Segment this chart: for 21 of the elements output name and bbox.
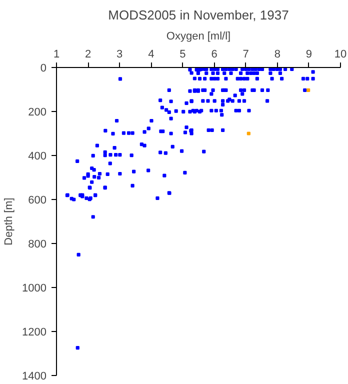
x-tick-label: 5 — [180, 48, 186, 60]
y-tick-label: 1000 — [22, 282, 47, 294]
y-tick-label: 800 — [28, 238, 47, 250]
x-tick-label: 3 — [116, 48, 123, 60]
chart-title: MODS2005 in November, 1937 — [108, 8, 289, 22]
y-axis-title: Depth [m] — [3, 198, 16, 246]
x-tick-label: 1 — [53, 48, 60, 60]
y-tick-label: 1200 — [22, 326, 47, 338]
y-tick-label: 200 — [28, 106, 47, 118]
y-tick-label: 0 — [40, 62, 47, 74]
y-tick-label: 400 — [28, 150, 47, 162]
y-tick-label: 1400 — [22, 370, 47, 382]
x-tick-label: 4 — [148, 48, 154, 60]
y-tick-label: 600 — [28, 194, 47, 206]
x-tick-label: 9 — [306, 48, 312, 60]
x-tick-label: 10 — [334, 48, 347, 60]
x-axis-title: Oxygen [ml/l] — [166, 30, 231, 42]
x-tick-label: 8 — [274, 48, 280, 60]
x-tick-label: 2 — [84, 48, 92, 60]
x-tick-label: 7 — [242, 48, 249, 60]
x-tick-label: 6 — [211, 48, 218, 60]
